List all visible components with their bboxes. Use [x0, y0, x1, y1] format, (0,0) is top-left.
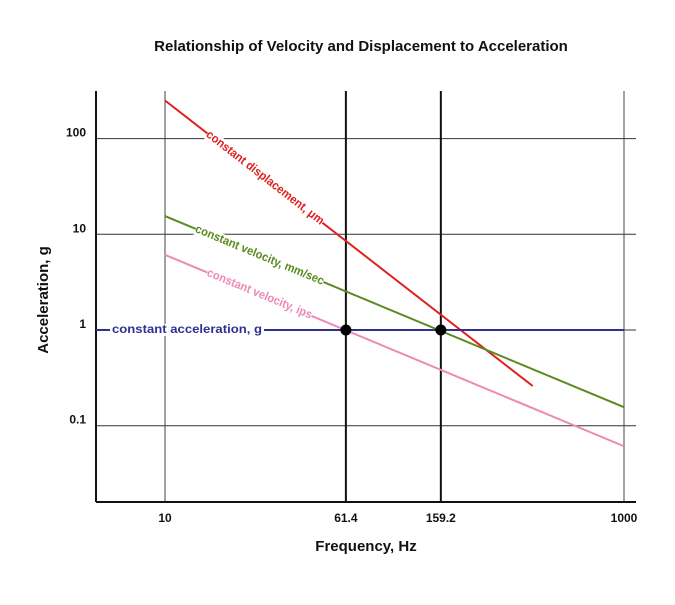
series-label-bg — [205, 266, 314, 322]
series-group — [96, 99, 625, 448]
markers-group — [340, 324, 447, 336]
x-tick-label: 1000 — [611, 511, 638, 525]
axes — [95, 91, 636, 503]
x-axis-title: Frequency, Hz — [315, 538, 416, 555]
intersection-point — [340, 324, 352, 336]
tick-labels: 100 10 1 0.1 10 61.4 159.2 1000 — [66, 126, 638, 525]
series-label-bg — [193, 223, 326, 288]
series-label-bg — [203, 128, 327, 228]
y-tick-label: 1 — [79, 317, 86, 331]
y-tick-label: 10 — [73, 221, 87, 235]
x-tick-label: 61.4 — [334, 511, 358, 525]
intersection-point — [435, 324, 447, 336]
series-label-constant-acceleration-g: constant acceleration, g — [112, 322, 262, 336]
grid — [96, 91, 636, 502]
y-axis-title: Acceleration, g — [35, 246, 52, 354]
x-tick-label: 10 — [158, 511, 172, 525]
y-tick-label: 0.1 — [69, 413, 86, 427]
y-tick-label: 100 — [66, 126, 86, 140]
x-tick-label: 159.2 — [426, 511, 456, 525]
series-label-constant-displacement-m: constant displacement, μm — [204, 127, 328, 227]
chart-title: Relationship of Velocity and Displacemen… — [154, 38, 568, 55]
